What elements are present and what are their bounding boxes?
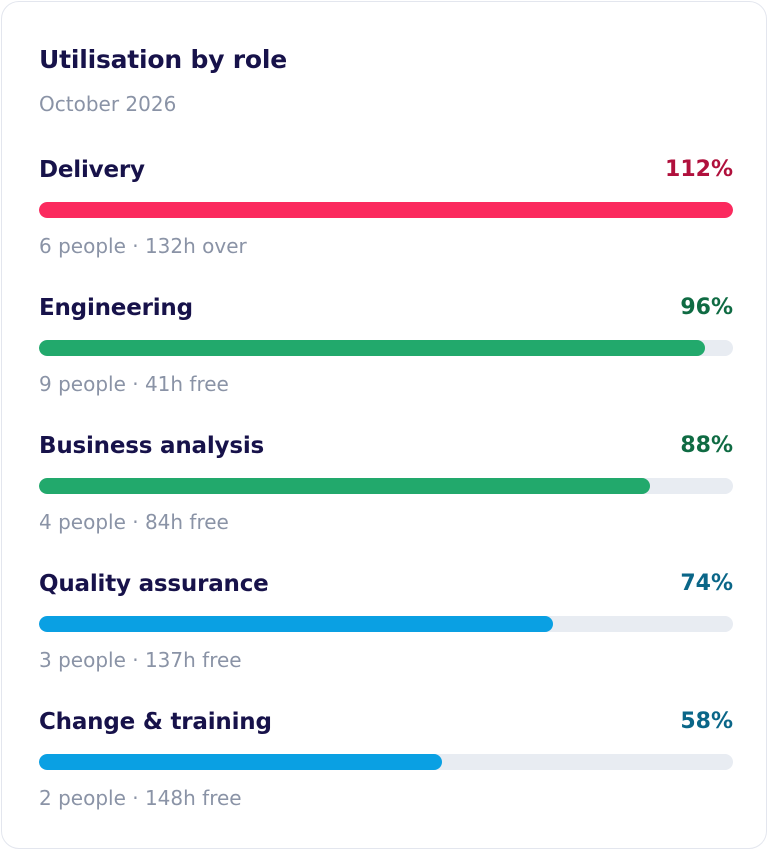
- role-row-header: Quality assurance 74%: [39, 568, 733, 600]
- utilisation-bar-fill: [39, 202, 733, 218]
- card-title: Utilisation by role: [39, 45, 288, 74]
- utilisation-bar-track: [39, 340, 733, 356]
- role-row-delivery: Delivery 112% 6 people · 132h over: [39, 154, 733, 292]
- role-list: Delivery 112% 6 people · 132h over Engin…: [39, 154, 733, 844]
- role-label: Business analysis: [39, 433, 264, 459]
- card-subtitle: October 2026: [39, 92, 177, 116]
- utilisation-bar-track: [39, 754, 733, 770]
- role-percent: 58%: [680, 709, 733, 734]
- utilisation-bar-fill: [39, 616, 553, 632]
- role-meta: 9 people · 41h free: [39, 372, 229, 396]
- role-row-header: Change & training 58%: [39, 706, 733, 738]
- utilisation-bar-fill: [39, 754, 442, 770]
- role-row-header: Delivery 112%: [39, 154, 733, 186]
- role-row-business-analysis: Business analysis 88% 4 people · 84h fre…: [39, 430, 733, 568]
- role-label: Engineering: [39, 295, 193, 321]
- role-label: Delivery: [39, 157, 145, 183]
- role-meta: 4 people · 84h free: [39, 510, 229, 534]
- role-percent: 96%: [680, 295, 733, 320]
- role-row-quality-assurance: Quality assurance 74% 3 people · 137h fr…: [39, 568, 733, 706]
- role-percent: 74%: [680, 571, 733, 596]
- utilisation-bar-track: [39, 616, 733, 632]
- role-meta: 3 people · 137h free: [39, 648, 242, 672]
- role-meta: 2 people · 148h free: [39, 786, 242, 810]
- role-row-header: Business analysis 88%: [39, 430, 733, 462]
- role-label: Quality assurance: [39, 571, 269, 597]
- role-label: Change & training: [39, 709, 272, 735]
- role-row-engineering: Engineering 96% 9 people · 41h free: [39, 292, 733, 430]
- role-meta: 6 people · 132h over: [39, 234, 247, 258]
- role-percent: 88%: [680, 433, 733, 458]
- role-row-change-training: Change & training 58% 2 people · 148h fr…: [39, 706, 733, 844]
- role-row-header: Engineering 96%: [39, 292, 733, 324]
- utilisation-bar-fill: [39, 478, 650, 494]
- utilisation-bar-track: [39, 478, 733, 494]
- utilisation-bar-fill: [39, 340, 706, 356]
- utilisation-bar-track: [39, 202, 733, 218]
- role-percent: 112%: [665, 157, 733, 182]
